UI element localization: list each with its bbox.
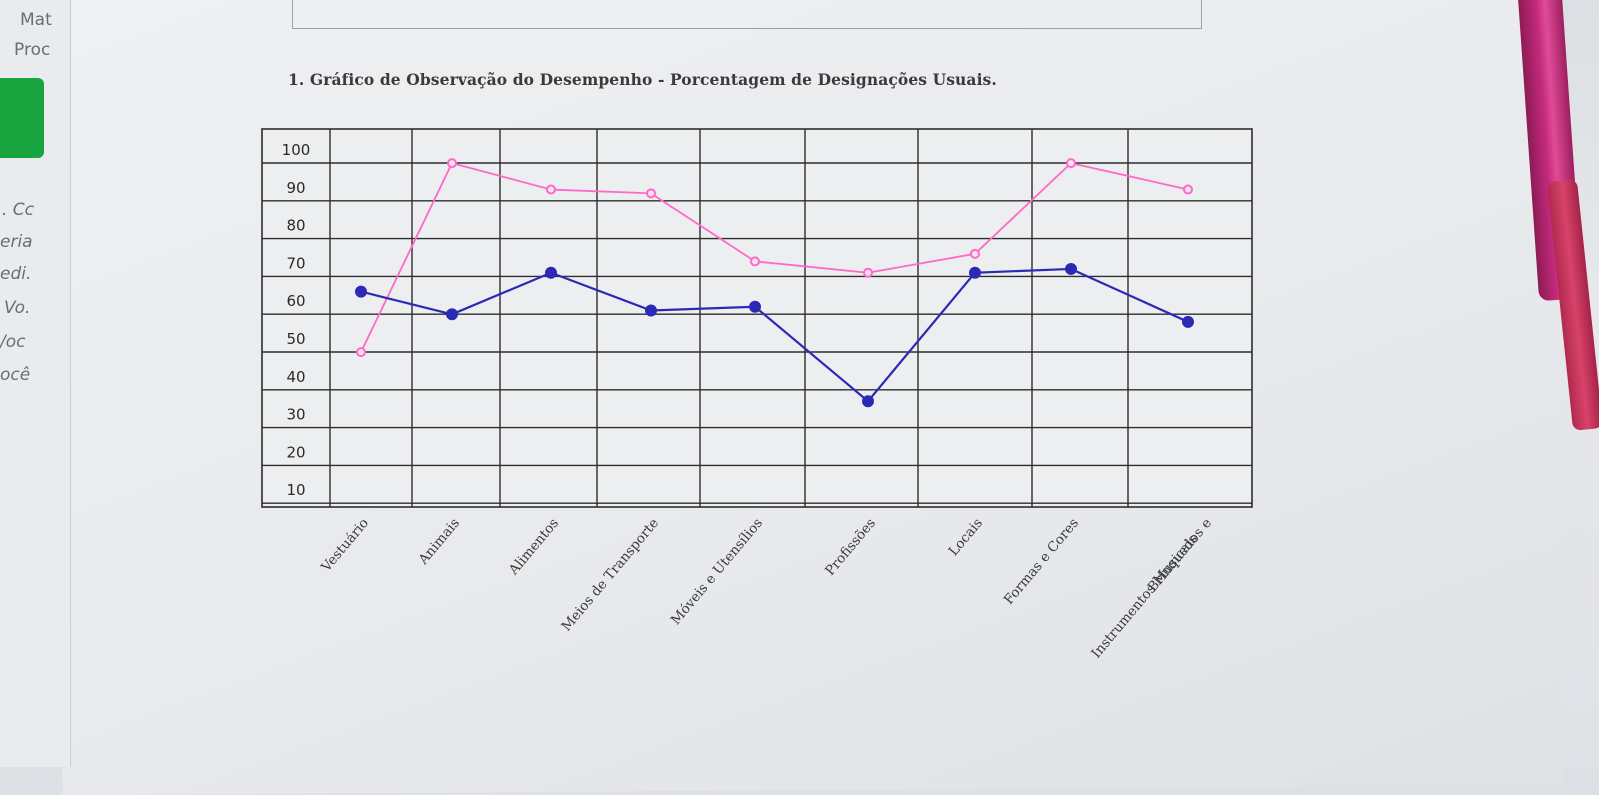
x-tick-label: Profissões: [822, 515, 879, 579]
data-point: [447, 158, 457, 169]
chart-title: 1. Gráfico de Observação do Desempenho -…: [288, 70, 997, 89]
side-fragment: ocê: [0, 365, 31, 385]
data-point: [645, 304, 657, 317]
data-point: [1066, 158, 1076, 169]
y-tick-label: 10: [286, 481, 305, 499]
x-tick-label: Locais: [946, 515, 987, 559]
data-point: [646, 188, 656, 199]
x-tick-label: Alimentos: [505, 515, 562, 578]
data-point: [969, 266, 981, 279]
y-axis-ticks: 100 90 80 70 60 50 40 30 20 10: [282, 141, 311, 499]
y-tick-label: 60: [286, 292, 305, 310]
y-tick-label: 90: [286, 179, 305, 197]
y-tick-label: 50: [286, 330, 305, 348]
data-point: [1182, 315, 1194, 328]
green-tape: [0, 78, 44, 158]
data-point: [863, 267, 873, 278]
side-fragment: Vo.: [4, 298, 31, 318]
y-tick-label: 30: [286, 406, 305, 424]
y-tick-label: 70: [286, 254, 305, 272]
data-point: [355, 285, 367, 298]
y-tick-label: 40: [286, 368, 305, 386]
side-fragment: /oc: [0, 332, 26, 352]
data-point: [446, 308, 458, 321]
side-fragment: edi.: [0, 264, 32, 284]
x-tick-label: Formas e Cores: [1001, 515, 1082, 608]
y-tick-label: 20: [286, 443, 305, 461]
x-tick-label: Animais: [415, 515, 463, 568]
data-point: [1065, 262, 1077, 275]
side-fragment: eria: [0, 232, 33, 252]
data-point: [862, 395, 874, 408]
data-point: [356, 347, 366, 358]
x-tick-label: Instrumentos Musicais: [1088, 531, 1201, 661]
data-point: [546, 184, 556, 195]
x-tick-label: Móveis e Utensílios: [668, 515, 766, 628]
x-tick-label: Meios de Transporte: [558, 515, 662, 634]
y-tick-label: 100: [282, 141, 311, 159]
data-point: [749, 300, 761, 313]
data-point: [750, 256, 760, 267]
answer-box: [292, 0, 1202, 29]
series-group: [355, 158, 1194, 408]
plot-area: [261, 128, 1253, 508]
data-point: [970, 248, 980, 259]
line-chart: 100 90 80 70 60 50 40 30 20 10 Vestuário Animais Al…: [261, 128, 1253, 661]
y-tick-label: 80: [286, 217, 305, 235]
data-point: [1183, 184, 1193, 195]
x-tick-label: Vestuário: [318, 515, 372, 575]
side-fragment: Proc: [14, 40, 51, 60]
side-fragment: Mat: [20, 10, 52, 30]
data-point: [545, 266, 557, 279]
side-fragment: . Cc: [2, 200, 35, 220]
